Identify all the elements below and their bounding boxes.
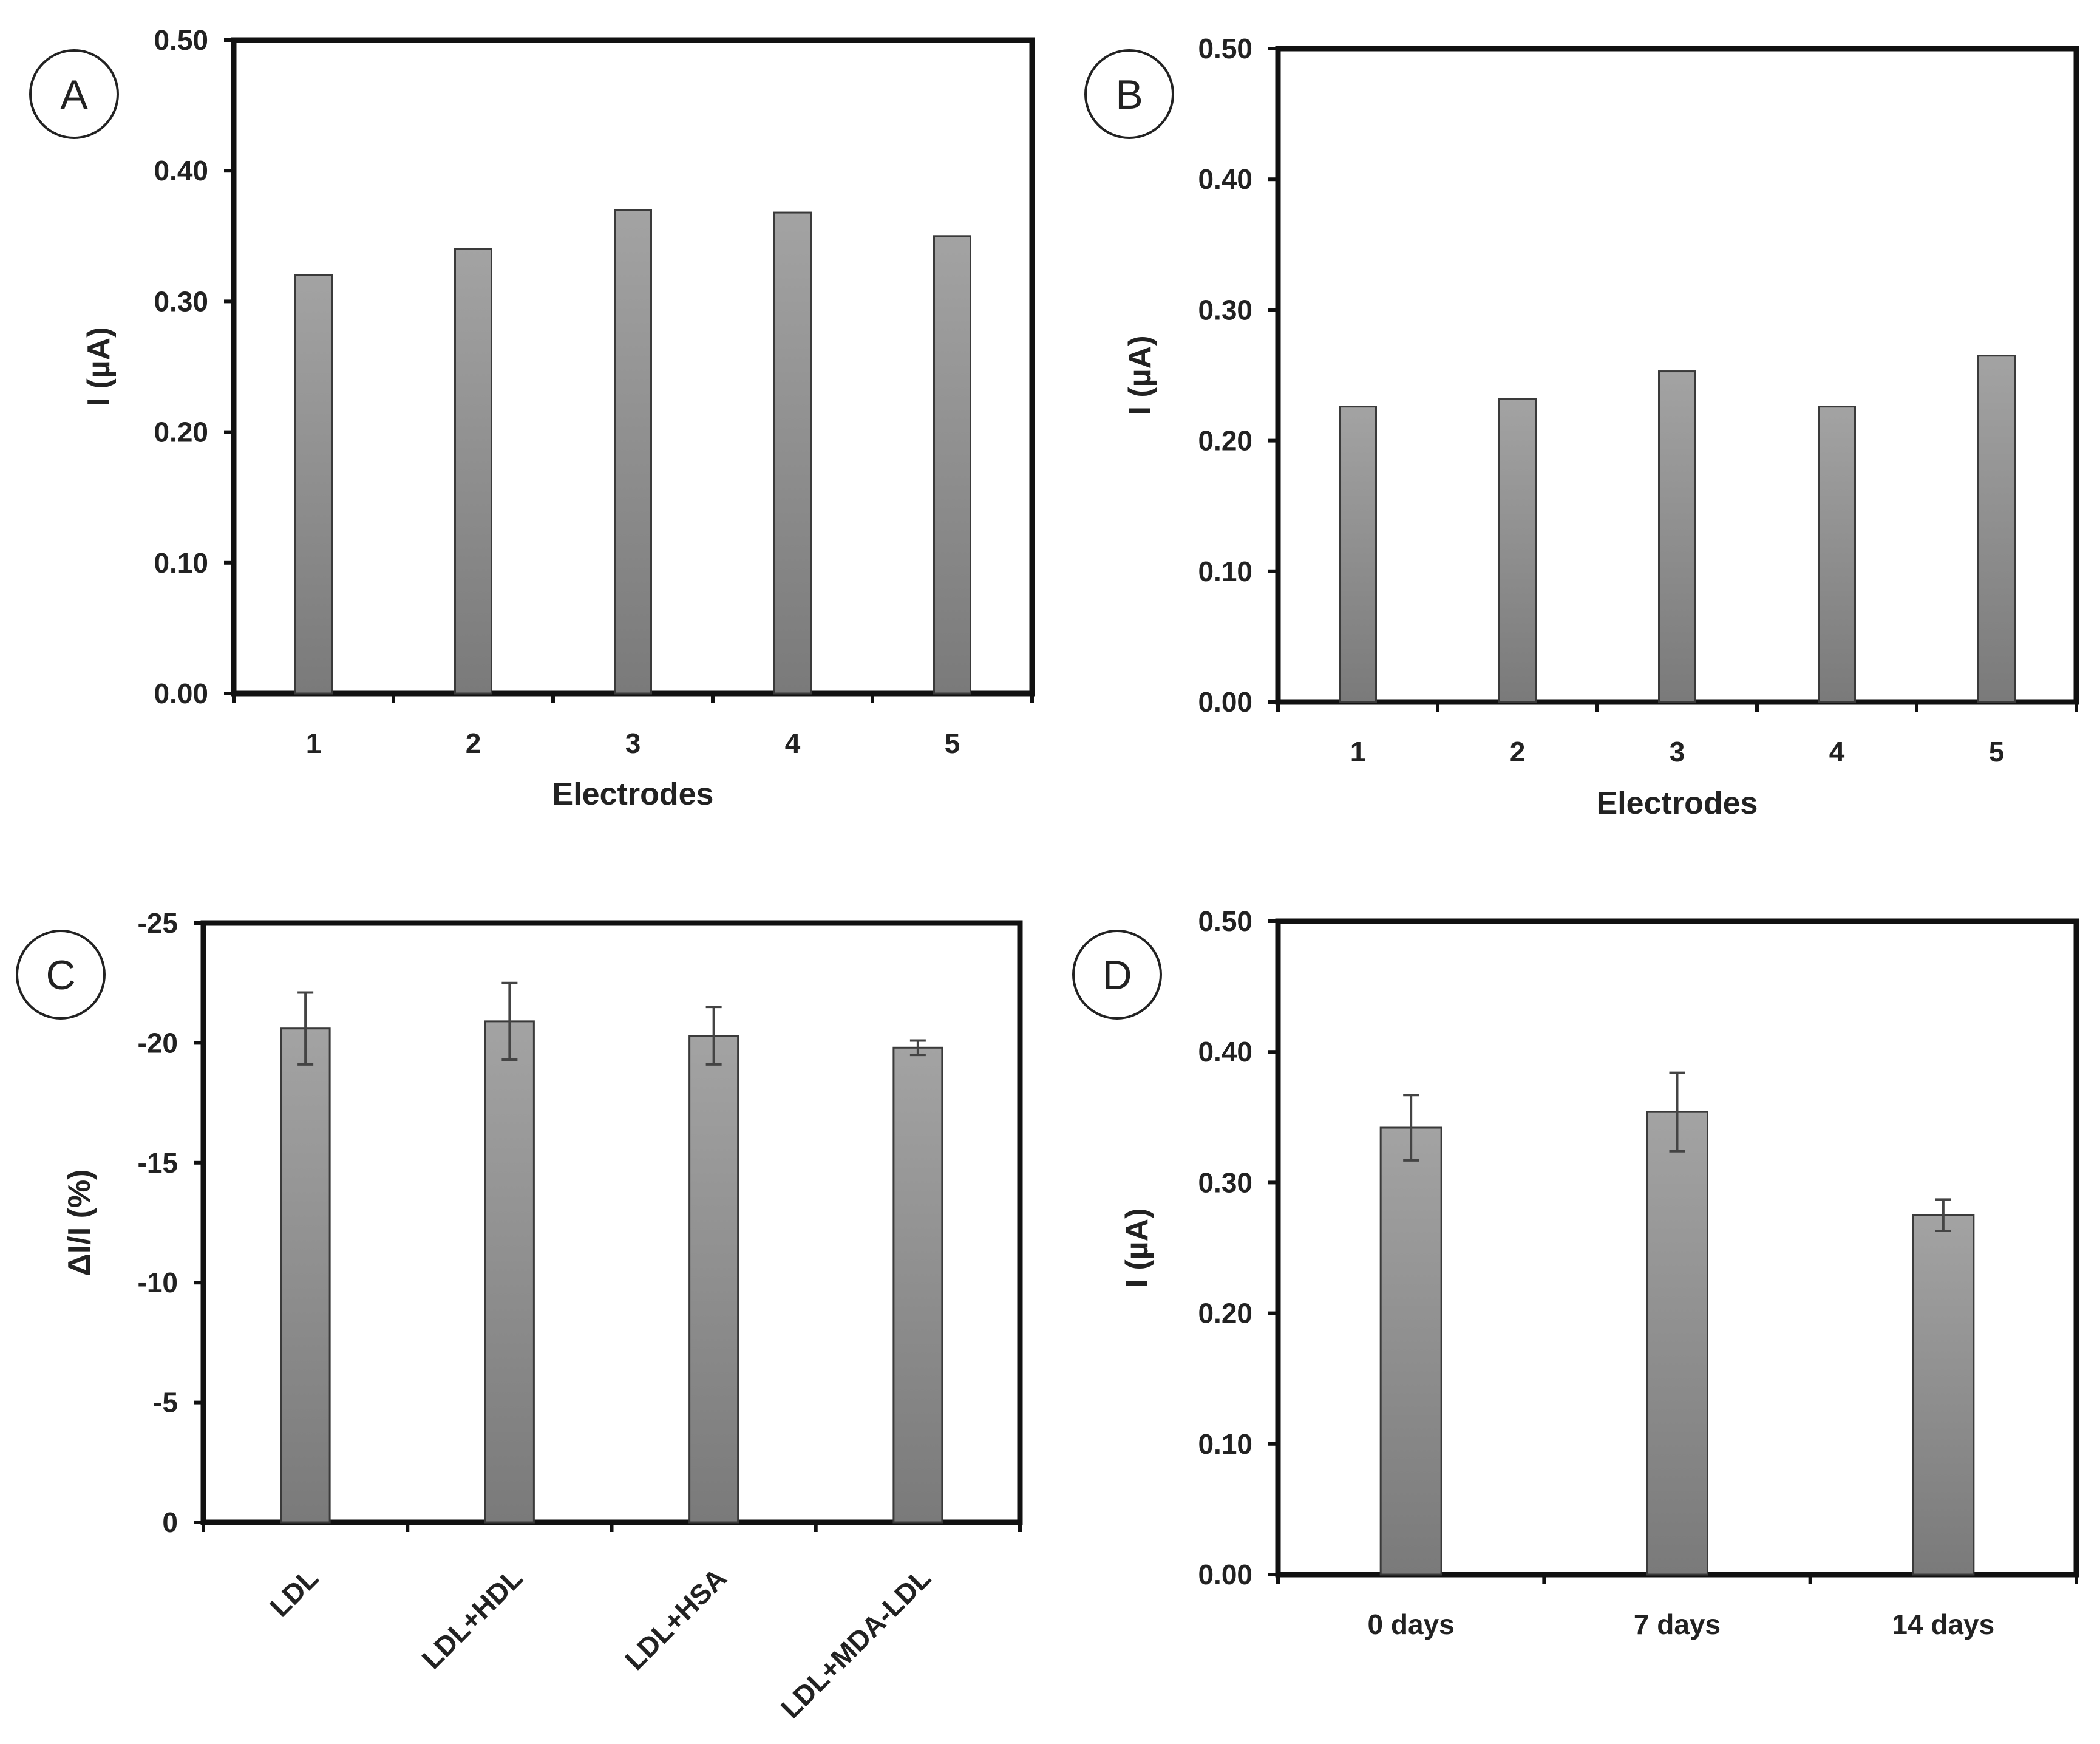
- x-tick-label: 2: [466, 727, 481, 759]
- panel-a: A 0.00 0.10 0.20 0.30 0.40 0.50 1 2 3 4 5 Electrodes…: [29, 24, 1035, 812]
- error-bar: [297, 991, 314, 1066]
- bar-5: [1977, 355, 2016, 703]
- error-bar: [705, 1006, 722, 1066]
- x-tick-label: 5: [945, 727, 960, 759]
- bar-4: [1818, 406, 1856, 703]
- bar-3: [1658, 370, 1696, 703]
- panel-letter: D: [1102, 952, 1132, 998]
- y-axis-label: ΔI/I (%): [62, 1169, 97, 1276]
- bar-ldl-hdl: [484, 1020, 535, 1524]
- error-bar: [1403, 1094, 1419, 1162]
- x-tick-label: 14 days: [1892, 1609, 1994, 1640]
- y-tick-label: 0.50: [1198, 905, 1252, 937]
- panel-letter: A: [60, 72, 88, 118]
- y-tick-label: 0.10: [1198, 556, 1252, 587]
- bar-1: [1339, 406, 1377, 703]
- y-tick-label: 0.00: [154, 678, 208, 709]
- bar-ldl-mda-ldl: [892, 1046, 943, 1524]
- y-tick-label: 0.50: [1198, 33, 1252, 64]
- y-tick-label: 0.10: [154, 547, 208, 579]
- bar-1: [294, 274, 333, 695]
- x-tick-label: LDL: [263, 1562, 324, 1623]
- y-axis-label: I (µA): [1120, 1208, 1155, 1287]
- x-tick-label: 7 days: [1634, 1609, 1721, 1640]
- error-bar: [1935, 1198, 1951, 1233]
- x-tick-label: 3: [625, 727, 641, 759]
- x-axis-label: Electrodes: [1597, 786, 1758, 821]
- y-tick-label: 0: [162, 1507, 178, 1538]
- y-tick-label: 0.20: [154, 417, 208, 448]
- y-tick-label: 0.20: [1198, 1298, 1252, 1329]
- y-tick-label: 0.00: [1198, 1559, 1252, 1590]
- x-tick-label: LDL+MDA-LDL: [775, 1562, 937, 1724]
- bar-14-days: [1912, 1214, 1975, 1576]
- bar-5: [933, 235, 971, 695]
- x-tick-label: LDL+HSA: [619, 1562, 733, 1676]
- panel-letter-circle: [1072, 930, 1162, 1020]
- x-tick-label: 4: [785, 727, 801, 759]
- bar-0-days: [1379, 1126, 1442, 1576]
- y-tick-label: -15: [138, 1147, 178, 1179]
- x-tick-label: LDL+HDL: [416, 1562, 529, 1675]
- y-tick-label: 0.30: [1198, 1167, 1252, 1198]
- x-axis-label: Electrodes: [552, 777, 714, 812]
- x-tick-label: 4: [1829, 736, 1845, 768]
- panel-letter-circle: [16, 930, 106, 1020]
- y-tick-label: 0.40: [154, 155, 208, 186]
- panel-d: D 0.00 0.10 0.20 0.30 0.40 0.50 0 days 7 days 14 …: [1072, 905, 2079, 1640]
- x-tick-label: 1: [1350, 736, 1366, 768]
- y-tick-label: -20: [138, 1027, 178, 1058]
- x-tick-label: 5: [1989, 736, 2005, 768]
- y-tick-label: 0.10: [1198, 1428, 1252, 1460]
- panel-letter-circle: [29, 49, 119, 139]
- bar-2: [454, 248, 492, 695]
- y-tick-label: 0.30: [154, 285, 208, 317]
- bar-7-days: [1646, 1111, 1708, 1576]
- error-bar: [501, 981, 518, 1061]
- x-tick-label: 1: [306, 727, 322, 759]
- y-tick-label: -25: [138, 907, 178, 939]
- bar-ldl-hsa: [688, 1035, 739, 1524]
- y-tick-label: 0.00: [1198, 686, 1252, 718]
- y-tick-label: 0.40: [1198, 163, 1252, 195]
- y-tick-label: 0.40: [1198, 1036, 1252, 1068]
- bar-2: [1498, 398, 1537, 703]
- panel-b: B 0.00 0.10 0.20 0.30 0.40 0.50 1 2 3 4 5 Electrodes…: [1084, 33, 2079, 821]
- y-tick-label: -10: [138, 1267, 178, 1298]
- error-bar: [1669, 1071, 1685, 1153]
- panel-letter: C: [46, 952, 75, 998]
- panel-letter: B: [1115, 72, 1143, 118]
- y-tick-label: 0.50: [154, 24, 208, 56]
- bar-4: [773, 211, 812, 695]
- y-tick-label: -5: [153, 1387, 178, 1419]
- y-tick-label: 0.20: [1198, 425, 1252, 457]
- y-tick-label: 0.30: [1198, 294, 1252, 325]
- bar-ldl: [280, 1027, 331, 1524]
- x-tick-label: 0 days: [1368, 1609, 1455, 1640]
- bar-3: [614, 209, 652, 695]
- x-tick-label: 3: [1670, 736, 1685, 768]
- error-bar: [909, 1039, 926, 1057]
- panel-c: C 0 -5 -10 -15 -20 -25 LDL LDL+HDL LDL+HSA LDL+MDA…: [16, 907, 1023, 1724]
- x-tick-label: 2: [1510, 736, 1526, 768]
- panel-letter-circle: [1084, 49, 1174, 139]
- y-axis-label: I (µA): [1123, 335, 1158, 415]
- y-axis-label: I (µA): [81, 327, 117, 406]
